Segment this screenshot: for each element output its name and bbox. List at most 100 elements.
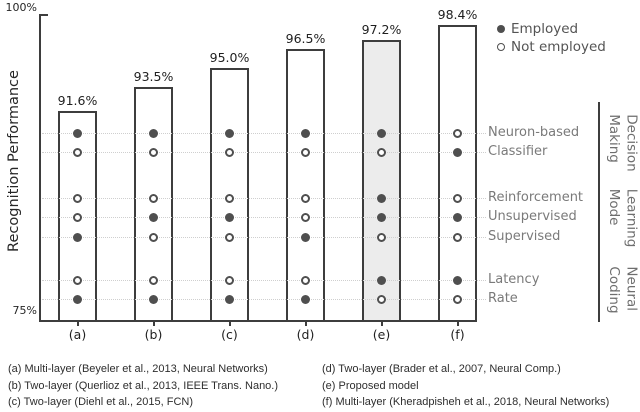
feature-dot-employed xyxy=(377,275,386,285)
feature-dot-not-employed xyxy=(301,193,310,203)
leader-line xyxy=(42,299,486,300)
feature-dot-not-employed xyxy=(301,147,310,157)
feature-dot-employed xyxy=(225,128,234,138)
feature-dot-not-employed xyxy=(301,275,310,285)
bar-value-label: 91.6% xyxy=(57,93,98,109)
feature-dot-employed xyxy=(73,294,82,304)
feature-dot-employed xyxy=(149,294,158,304)
x-axis-tick xyxy=(380,322,383,326)
bar xyxy=(438,24,477,322)
group-label: Decision Making xyxy=(605,113,640,172)
bar xyxy=(134,87,173,322)
leader-line xyxy=(42,152,486,153)
caption-column-right: (d) Two-layer (Brader et al., 2007, Neur… xyxy=(322,361,609,411)
bar-category-label: (c) xyxy=(221,327,238,342)
feature-dot-not-employed xyxy=(225,193,234,203)
filled-dot-icon xyxy=(497,25,505,33)
leader-line xyxy=(42,217,486,218)
feature-dot-not-employed xyxy=(301,212,310,222)
x-axis-tick xyxy=(76,322,79,326)
leader-line xyxy=(42,280,486,281)
feature-dot-employed xyxy=(73,232,82,242)
feature-dot-employed xyxy=(453,212,462,222)
feature-dot-not-employed xyxy=(73,275,82,285)
feature-dot-employed xyxy=(301,232,310,242)
feature-row-label: Supervised xyxy=(488,229,561,244)
bar-value-label: 97.2% xyxy=(361,22,402,38)
legend-item-not-employed: Not employed xyxy=(497,38,606,56)
feature-dot-employed xyxy=(377,128,386,138)
leader-line xyxy=(42,237,486,238)
feature-dot-not-employed xyxy=(377,294,386,304)
caption-line: (b) Two-layer (Querlioz et al., 2013, IE… xyxy=(8,379,279,392)
feature-dot-employed xyxy=(149,128,158,138)
y-axis-title: Recognition Performance xyxy=(6,70,22,252)
group-label: Learning Mode xyxy=(605,188,640,247)
y-axis-tick-label-100: 100% xyxy=(5,1,37,14)
bar xyxy=(362,40,401,322)
feature-dot-employed xyxy=(453,147,462,157)
feature-dot-not-employed xyxy=(377,147,386,157)
bar-category-label: (d) xyxy=(296,327,315,342)
feature-dot-employed xyxy=(149,212,158,222)
bar-category-label: (b) xyxy=(144,327,163,342)
feature-dot-not-employed xyxy=(149,193,158,203)
feature-dot-employed xyxy=(301,128,310,138)
feature-dot-employed xyxy=(225,294,234,304)
bar-value-label: 96.5% xyxy=(285,30,326,46)
bar-category-label: (a) xyxy=(68,327,87,342)
feature-dot-employed xyxy=(377,193,386,203)
feature-dot-not-employed xyxy=(377,232,386,242)
y-axis-tick-label-75: 75% xyxy=(12,304,37,317)
feature-dot-not-employed xyxy=(73,193,82,203)
feature-row-label: Latency xyxy=(488,272,540,287)
feature-dot-not-employed xyxy=(453,294,462,304)
bar xyxy=(286,48,325,322)
x-axis-tick xyxy=(152,322,155,326)
feature-dot-employed xyxy=(301,294,310,304)
bar-value-label: 95.0% xyxy=(209,50,250,65)
group-bracket-line xyxy=(598,102,600,322)
caption-line: (a) Multi-layer (Beyeler et al., 2013, N… xyxy=(8,363,268,375)
legend-item-employed: Employed xyxy=(497,20,606,38)
feature-dot-employed xyxy=(377,212,386,222)
feature-row-label: Neuron-based xyxy=(488,125,580,140)
caption-line: (c) Two-layer (Diehl et al., 2015, FCN) xyxy=(8,396,194,408)
feature-dot-not-employed xyxy=(149,147,158,157)
bar-value-label: 98.4% xyxy=(437,6,478,22)
feature-dot-not-employed xyxy=(149,275,158,285)
feature-dot-employed xyxy=(453,275,462,285)
caption-line: (d) Two-layer (Brader et al., 2007, Neur… xyxy=(322,363,561,375)
feature-dot-not-employed xyxy=(225,275,234,285)
feature-dot-not-employed xyxy=(225,147,234,157)
feature-dot-employed xyxy=(225,212,234,222)
x-axis-line xyxy=(39,320,477,322)
leader-line xyxy=(42,133,486,134)
bar-category-label: (e) xyxy=(372,327,391,342)
feature-dot-not-employed xyxy=(73,212,82,222)
feature-row-label: Rate xyxy=(488,291,518,306)
bar-value-label: 93.5% xyxy=(133,69,174,85)
feature-dot-employed xyxy=(73,128,82,138)
y-axis-line xyxy=(39,14,41,322)
feature-dot-not-employed xyxy=(453,193,462,203)
bar-category-label: (f) xyxy=(450,327,465,342)
legend: Employed Not employed xyxy=(497,20,606,56)
x-axis-tick xyxy=(228,322,231,326)
x-axis-tick xyxy=(304,322,307,326)
feature-row-label: Classifier xyxy=(488,144,548,159)
feature-dot-not-employed xyxy=(149,232,158,242)
y-axis-top-tick xyxy=(41,14,48,16)
x-axis-tick xyxy=(456,322,459,326)
feature-dot-not-employed xyxy=(453,128,462,138)
caption-column-left: (a) Multi-layer (Beyeler et al., 2013, N… xyxy=(8,361,278,411)
feature-row-label: Reinforcement xyxy=(488,190,584,205)
feature-row-label: Unsupervised xyxy=(488,209,577,224)
group-label: Neural Coding xyxy=(605,265,640,314)
caption-line: (e) Proposed model xyxy=(322,379,419,392)
legend-label-employed: Employed xyxy=(511,21,579,37)
open-dot-icon xyxy=(497,43,505,51)
legend-label-not-employed: Not employed xyxy=(511,39,606,55)
caption-line: (f) Multi-layer (Kheradpisheh et al., 20… xyxy=(322,396,610,408)
